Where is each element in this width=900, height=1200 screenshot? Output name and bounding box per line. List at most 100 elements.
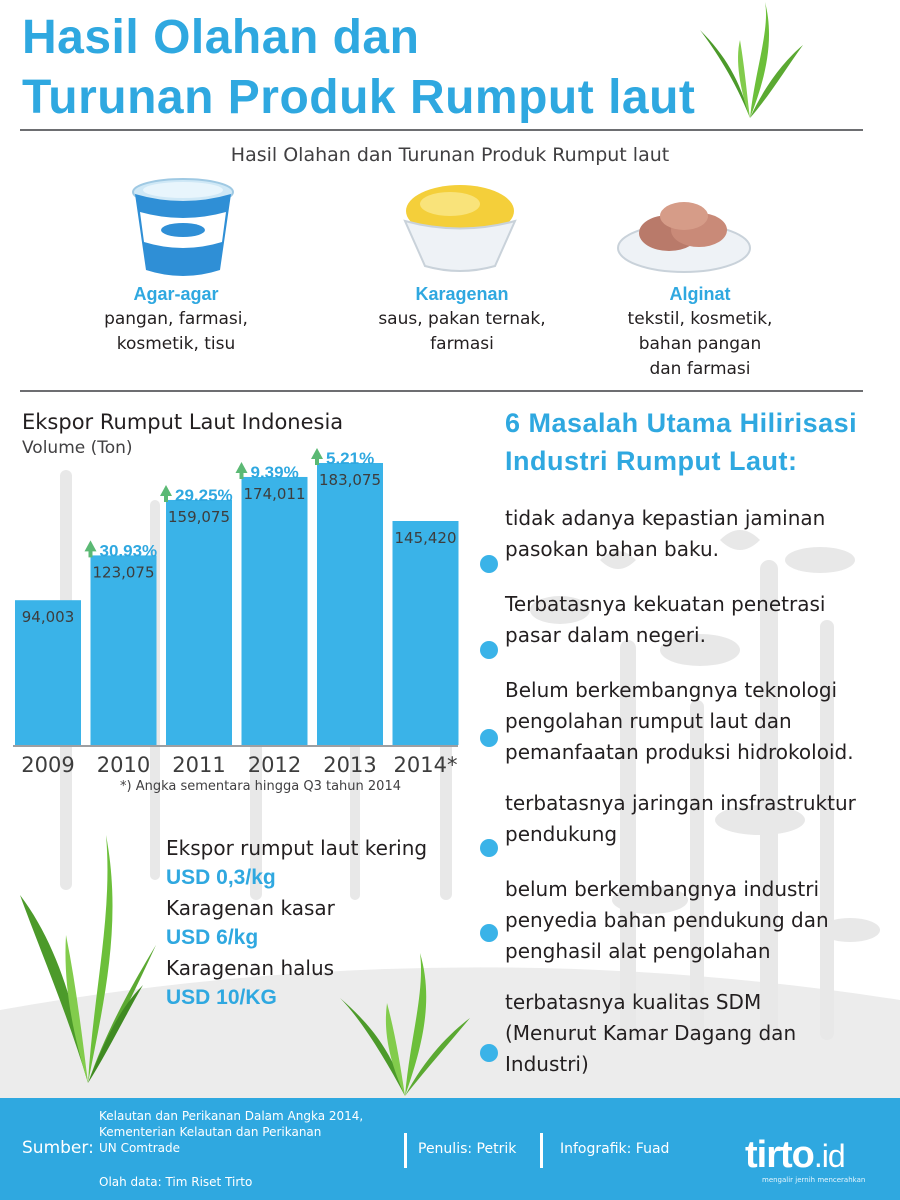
- price-label: Karagenan kasar: [166, 896, 335, 920]
- bullet-dot-icon: [480, 839, 498, 857]
- category-label: 2014*: [394, 753, 458, 777]
- growth-arrow-icon: [84, 540, 97, 558]
- source-line: UN Comtrade: [99, 1141, 180, 1155]
- problem-line: penghasil alat pengolahan: [505, 939, 771, 963]
- product-use-line: farmasi: [430, 334, 494, 354]
- footer: Sumber: Kelautan dan Perikanan Dalam Ang…: [0, 1098, 900, 1200]
- problem-line: terbatasnya jaringan insfrastruktur: [505, 791, 856, 815]
- problem-item: Terbatasnya kekuatan penetrasi pasar dal…: [480, 589, 890, 659]
- chart-title: Ekspor Rumput Laut Indonesia: [22, 410, 344, 434]
- problem-text: terbatasnya jaringan insfrastruktur pend…: [505, 788, 890, 850]
- bar-2009: [15, 600, 81, 745]
- bar-2012: [241, 476, 308, 745]
- bar-value-label: 145,420: [394, 529, 456, 547]
- seaweed-icon: [700, 2, 803, 118]
- bar-value-label: 183,075: [319, 471, 381, 489]
- price-value: USD 10/KG: [166, 986, 277, 1009]
- product-use-line: tekstil, kosmetik,: [627, 309, 773, 329]
- pudding-bowl-icon: [403, 185, 517, 272]
- bar-2010: [90, 555, 157, 745]
- chart-unit-label: Volume (Ton): [22, 438, 133, 458]
- seaweed-plant-icon: [20, 835, 156, 1083]
- source-line: Kementerian Kelautan dan Perikanan: [99, 1125, 322, 1139]
- bar-value-label: 174,011: [243, 485, 305, 503]
- problem-item: Belum berkembangnya teknologi pengolahan…: [480, 675, 890, 768]
- problems-title: 6 Masalah Utama Hilirisasi Industri Rump…: [505, 404, 857, 480]
- growth-label: 30.93%: [100, 541, 158, 560]
- price-value: USD 0,3/kg: [166, 866, 276, 889]
- category-label: 2011: [172, 753, 225, 777]
- product-uses: saus, pakan ternak, farmasi: [342, 307, 582, 357]
- category-label: 2012: [248, 753, 301, 777]
- bar-value-label: 94,003: [22, 608, 75, 626]
- growth-arrow-icon: [235, 461, 248, 479]
- problems-title-line: Industri Rumput Laut:: [505, 446, 798, 476]
- problems-title-line: 6 Masalah Utama Hilirisasi: [505, 408, 858, 438]
- product-name: Karagenan: [415, 284, 509, 304]
- product-use-line: dan farmasi: [649, 359, 751, 379]
- source-label: Sumber:: [22, 1138, 94, 1158]
- bar-value-label: 123,075: [92, 563, 154, 581]
- plate-food-icon: [617, 202, 751, 273]
- product-karagenan: Karagenan saus, pakan ternak, farmasi: [342, 284, 582, 357]
- logo-text: tirto: [745, 1134, 815, 1176]
- problem-line: Belum berkembangnya teknologi: [505, 678, 838, 702]
- price-label: Ekspor rumput laut kering: [166, 836, 428, 860]
- problem-line: belum berkembangnya industri: [505, 877, 820, 901]
- growth-arrow-icon: [311, 448, 323, 465]
- category-label: 2013: [323, 753, 376, 777]
- bullet-dot-icon: [480, 1044, 498, 1062]
- product-alginat: Alginat tekstil, kosmetik, bahan pangan …: [580, 284, 820, 382]
- bullet-dot-icon: [480, 555, 498, 573]
- problem-line: pengolahan rumput laut dan: [505, 709, 792, 733]
- yogurt-cup-icon: [132, 178, 234, 276]
- section-subtitle: Hasil Olahan dan Turunan Produk Rumput l…: [230, 144, 670, 166]
- bar-2013: [317, 463, 383, 745]
- product-uses: pangan, farmasi, kosmetik, tisu: [56, 307, 296, 357]
- problem-item: terbatasnya jaringan insfrastruktur pend…: [480, 788, 890, 857]
- product-use-line: pangan, farmasi,: [104, 309, 248, 329]
- problem-item: terbatasnya kualitas SDM (Menurut Kamar …: [480, 987, 890, 1080]
- bar-value-label: 159,075: [168, 508, 230, 526]
- problem-line: tidak adanya kepastian jaminan: [505, 506, 826, 530]
- bullet-dot-icon: [480, 729, 498, 747]
- bar-2014*: [392, 521, 459, 745]
- growth-arrow-icon: [160, 484, 172, 502]
- infographic-credit: Infografik: Fuad: [560, 1141, 670, 1157]
- growth-label: 9.39%: [251, 463, 299, 482]
- problem-line: penyedia bahan pendukung dan: [505, 908, 829, 932]
- product-use-line: saus, pakan ternak,: [378, 309, 546, 329]
- price-value: USD 6/kg: [166, 926, 259, 949]
- product-name: Alginat: [669, 284, 731, 304]
- problem-line: pendukung: [505, 822, 618, 846]
- problem-text: Terbatasnya kekuatan penetrasi pasar dal…: [505, 589, 890, 651]
- x-axis-line: [13, 745, 458, 747]
- problem-line: terbatasnya kualitas SDM: [505, 990, 762, 1014]
- data-processing-credit: Olah data: Tim Riset Tirto: [99, 1175, 253, 1189]
- logo-tagline: mengalir jernih mencerahkan: [762, 1176, 866, 1184]
- category-label: 2010: [97, 753, 150, 777]
- growth-label: 5.21%: [326, 449, 374, 468]
- page-title-line-2: Turunan Produk Rumput laut: [22, 71, 696, 124]
- problem-item: belum berkembangnya industri penyedia ba…: [480, 874, 890, 967]
- problem-line: (Menurut Kamar Dagang dan: [505, 1021, 797, 1045]
- problem-line: pasokan bahan baku.: [505, 537, 719, 561]
- writer-credit: Penulis: Petrik: [418, 1141, 517, 1157]
- chart-footnote: *) Angka sementara hingga Q3 tahun 2014: [120, 779, 401, 794]
- problem-line: Terbatasnya kekuatan penetrasi: [505, 592, 826, 616]
- bullet-dot-icon: [480, 924, 498, 942]
- seaweed-plant-icon: [340, 953, 470, 1096]
- growth-label: 29.25%: [175, 486, 233, 505]
- product-uses: tekstil, kosmetik, bahan pangan dan farm…: [580, 307, 820, 382]
- product-use-line: kosmetik, tisu: [116, 334, 236, 354]
- price-label: Karagenan halus: [166, 956, 335, 980]
- product-agar-agar: Agar-agar pangan, farmasi, kosmetik, tis…: [56, 284, 296, 357]
- logo-suffix: .id: [813, 1138, 846, 1174]
- bullet-dot-icon: [480, 641, 498, 659]
- problem-text: belum berkembangnya industri penyedia ba…: [505, 874, 890, 967]
- category-label: 2009: [21, 753, 74, 777]
- footer-divider: [404, 1133, 407, 1168]
- price-list: Ekspor rumput laut kering USD 0,3/kg Kar…: [166, 833, 427, 1013]
- product-name: Agar-agar: [133, 284, 219, 304]
